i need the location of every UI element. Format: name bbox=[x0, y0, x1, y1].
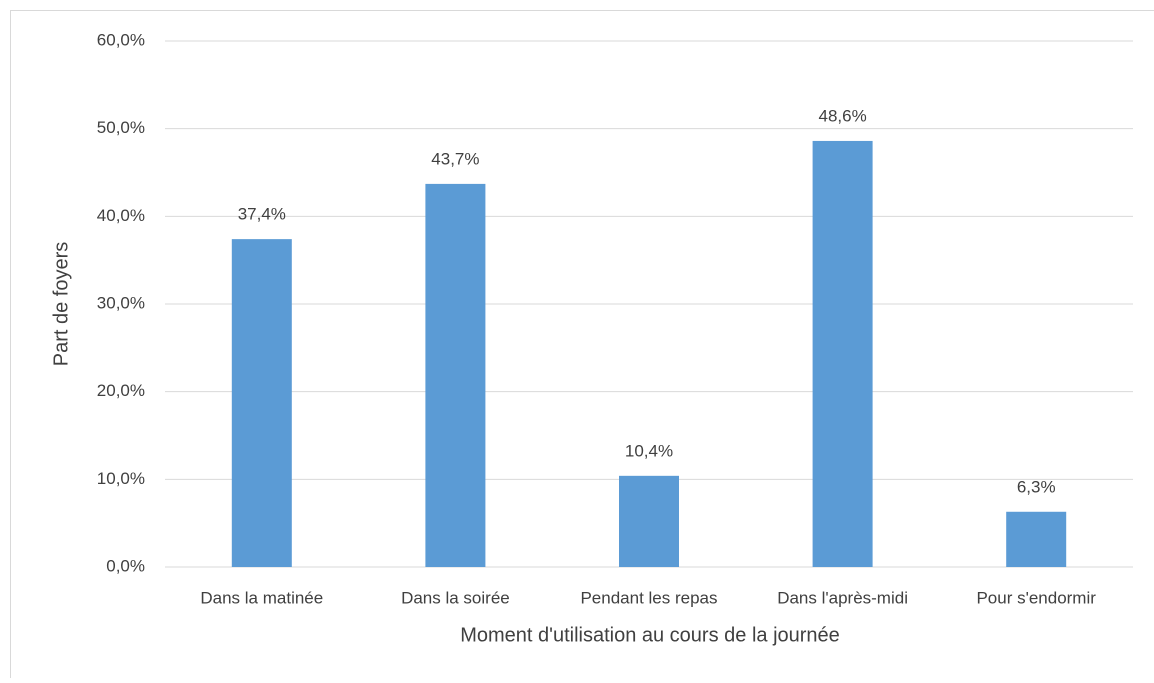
y-tick-label: 10,0% bbox=[97, 469, 145, 488]
y-tick-label: 30,0% bbox=[97, 293, 145, 312]
data-label: 43,7% bbox=[431, 149, 479, 168]
x-tick-label: Pour s'endormir bbox=[976, 588, 1096, 607]
bar bbox=[425, 184, 485, 567]
bar bbox=[619, 476, 679, 567]
y-tick-label: 0,0% bbox=[106, 556, 145, 575]
y-tick-label: 60,0% bbox=[97, 30, 145, 49]
bar bbox=[232, 239, 292, 567]
data-label: 48,6% bbox=[818, 106, 866, 125]
y-tick-label: 50,0% bbox=[97, 118, 145, 137]
y-tick-label: 40,0% bbox=[97, 206, 145, 225]
x-tick-label: Dans la soirée bbox=[401, 588, 510, 607]
bar bbox=[1006, 512, 1066, 567]
x-tick-label: Dans l'après-midi bbox=[777, 588, 908, 607]
data-label: 10,4% bbox=[625, 441, 673, 460]
bar bbox=[813, 141, 873, 567]
y-tick-label: 20,0% bbox=[97, 381, 145, 400]
y-axis-title: Part de foyers bbox=[50, 242, 72, 367]
chart-border bbox=[11, 11, 1154, 679]
x-tick-label: Dans la matinée bbox=[200, 588, 323, 607]
data-label: 37,4% bbox=[238, 205, 286, 224]
data-label: 6,3% bbox=[1017, 477, 1056, 496]
x-tick-label: Pendant les repas bbox=[580, 588, 717, 607]
x-axis-title: Moment d'utilisation au cours de la jour… bbox=[460, 624, 840, 646]
